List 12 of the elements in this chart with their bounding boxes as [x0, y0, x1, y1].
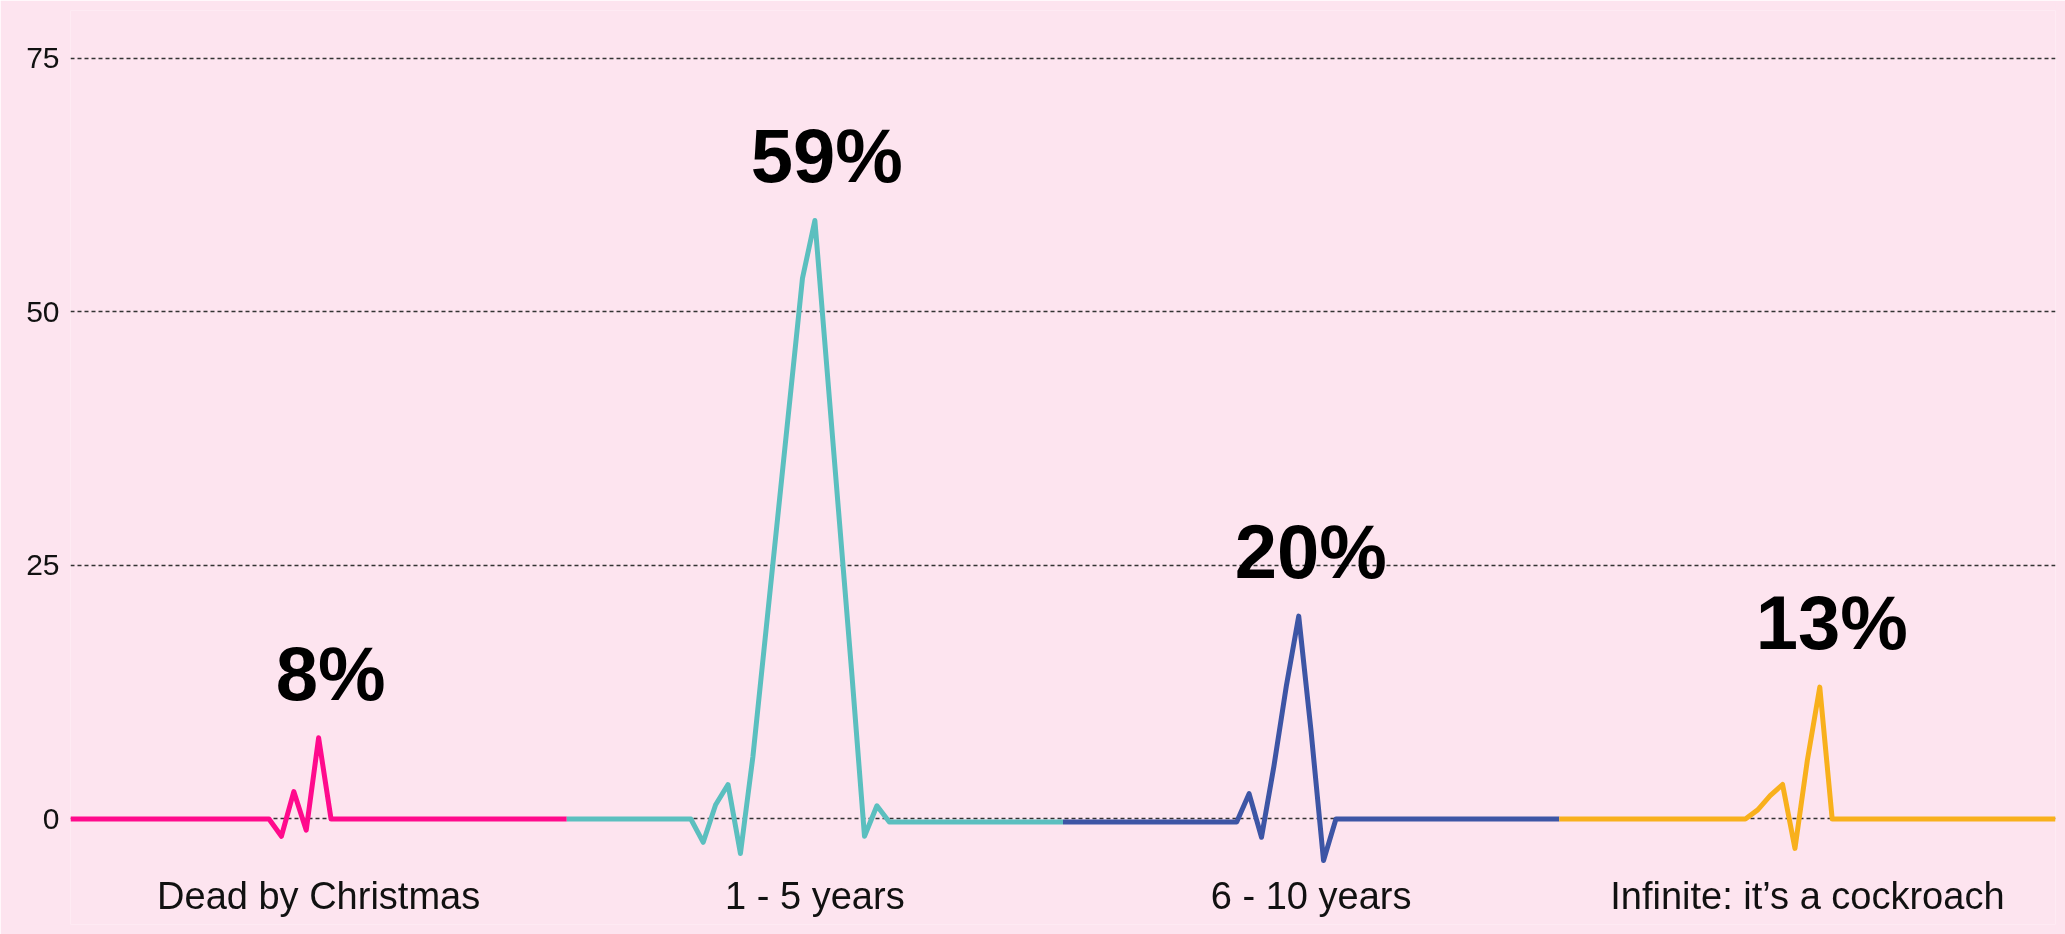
annotation: Infinite: it’s a cockroach [1610, 874, 2005, 917]
data-label: 59% [750, 113, 903, 199]
annotation: Dead by Christmas [157, 874, 481, 917]
y-tick-label: 25 [26, 548, 60, 582]
data-label: 8% [275, 630, 386, 716]
annotation: 6 - 10 years [1210, 874, 1412, 917]
y-tick-label: 50 [26, 294, 60, 328]
y-tick-label: 0 [42, 802, 60, 835]
data-label: 20% [1234, 509, 1387, 595]
annotation: 1 - 5 years [725, 874, 905, 917]
data-label: 13% [1755, 580, 1908, 666]
y-tick-label: 75 [26, 41, 60, 75]
